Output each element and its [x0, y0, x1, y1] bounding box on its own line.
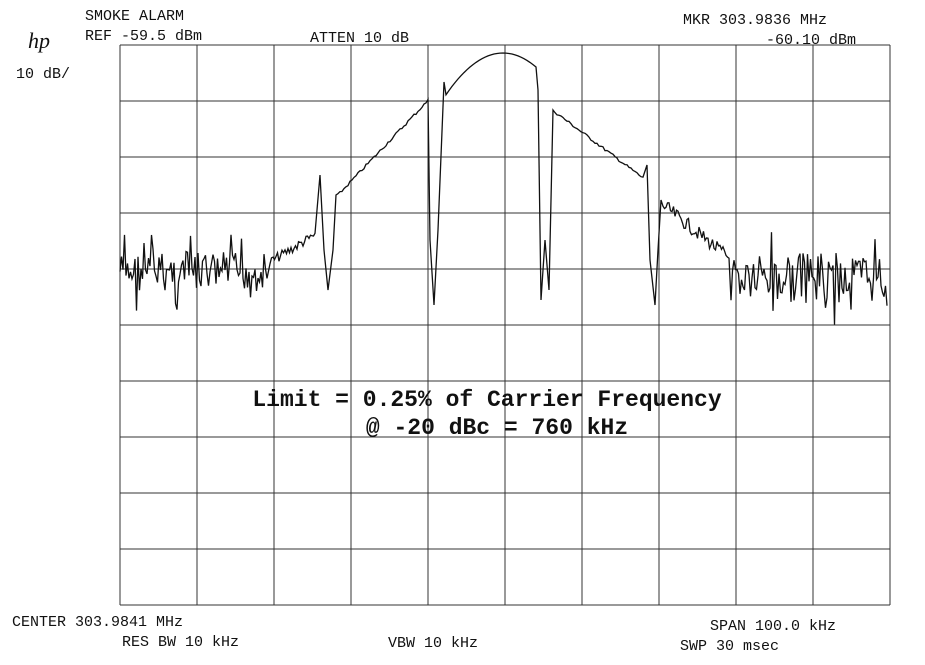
- marker-level: -60.10 dBm: [766, 32, 856, 49]
- attenuation: ATTEN 10 dB: [310, 30, 409, 47]
- ref-level: REF -59.5 dBm: [85, 28, 202, 45]
- annotation: @ -20 dBc = 760 kHz: [366, 415, 628, 441]
- title: SMOKE ALARM: [85, 8, 184, 25]
- marker-frequency: MKR 303.9836 MHz: [683, 12, 827, 29]
- sweep-time: SWP 30 msec: [680, 638, 779, 655]
- scale: 10 dB/: [16, 66, 70, 83]
- resolution-bandwidth: RES BW 10 kHz: [122, 634, 239, 651]
- annotation: Limit = 0.25% of Carrier Frequency: [252, 387, 721, 413]
- span: SPAN 100.0 kHz: [710, 618, 836, 635]
- video-bandwidth: VBW 10 kHz: [388, 635, 478, 652]
- spectrum-trace: [119, 52, 888, 325]
- logo: hp: [28, 28, 50, 53]
- graticule: [119, 44, 891, 606]
- center-frequency: CENTER 303.9841 MHz: [12, 614, 183, 631]
